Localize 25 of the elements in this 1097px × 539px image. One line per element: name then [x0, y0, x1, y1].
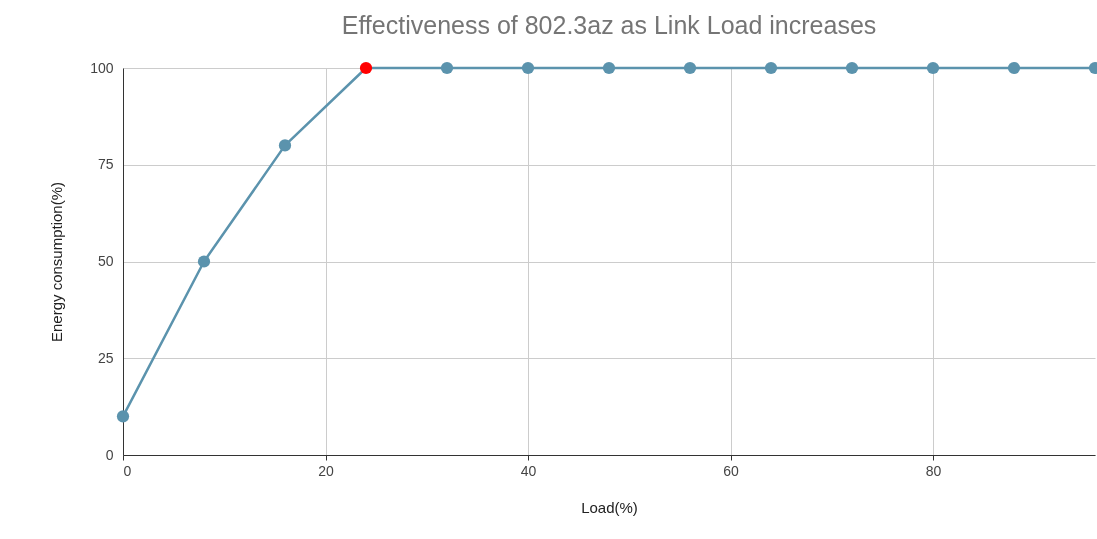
chart-title: Effectiveness of 802.3az as Link Load increases: [341, 11, 877, 39]
x-tick-label: 20: [318, 462, 334, 479]
point: [116, 410, 130, 423]
x-tick-label: 60: [723, 462, 739, 479]
point: [521, 61, 535, 75]
x-tick-label: 0: [123, 462, 132, 479]
point: [926, 61, 940, 75]
point: [359, 61, 373, 75]
point: [1007, 61, 1021, 75]
point: [197, 255, 211, 268]
y-axis-title: Energy consumption(%): [48, 181, 66, 343]
x-axis-title: Load(%): [581, 498, 638, 516]
point: [845, 61, 859, 75]
point: [683, 61, 697, 75]
x-tick-label: 80: [925, 462, 942, 479]
point: [602, 61, 616, 75]
point: [278, 139, 292, 152]
y-tick-label: 75: [97, 156, 114, 173]
x-tick-label: 40: [520, 462, 537, 479]
y-tick-label: 50: [97, 253, 114, 269]
y-tick-label: 100: [90, 59, 114, 76]
y-tick-label: 25: [97, 349, 114, 366]
point: [440, 61, 454, 75]
point: [764, 61, 778, 75]
y-tick-label: 0: [105, 446, 114, 463]
